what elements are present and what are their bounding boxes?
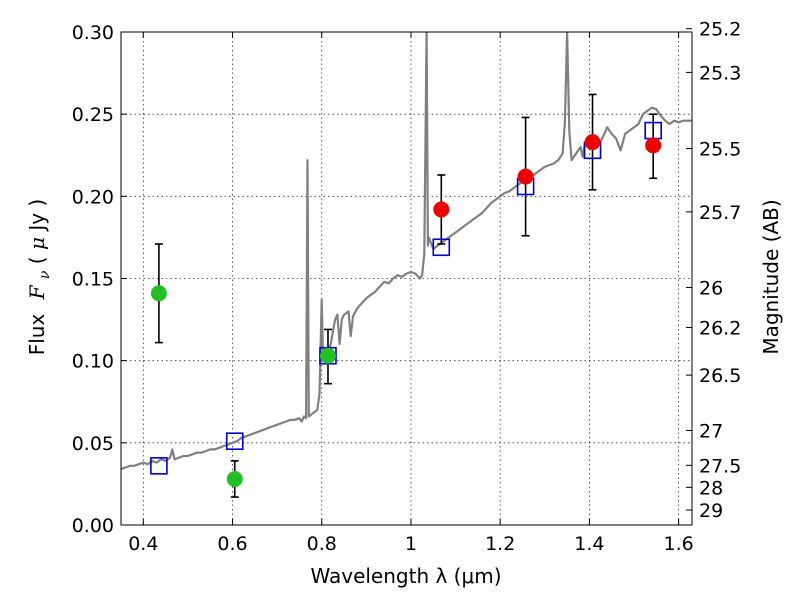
tick-marks (121, 28, 692, 526)
y-tick-label: 0.20 (72, 186, 114, 208)
x-tick-label: 1.2 (485, 533, 515, 555)
y-tick-label: 0.15 (72, 269, 114, 291)
y-axis-title-unit: Jy ) (25, 199, 49, 233)
observed-point-red (645, 137, 662, 154)
right-tick-label: 27 (699, 420, 723, 442)
x-tick-label: 0.8 (307, 533, 337, 555)
x-tick-label: 1.6 (664, 533, 694, 555)
model-photometry-box (150, 457, 168, 475)
observed-point-green (319, 347, 336, 364)
y-tick-label: 0.25 (72, 104, 114, 126)
y-axis-title-subscript: ν (37, 270, 53, 279)
y-axis-title-symbol: F (25, 284, 49, 300)
right-tick-label: 28 (699, 477, 723, 499)
y-axis-title: Flux F ν ( μ Jy ) (25, 199, 54, 356)
model-photometry-box (225, 432, 244, 450)
right-tick-label: 25.3 (699, 62, 741, 84)
right-tick-label: 25.7 (699, 202, 741, 224)
y-tick-label: 0.05 (72, 433, 114, 455)
right-axis-title: Magnitude (AB) (759, 199, 783, 354)
observed-point-red (584, 134, 601, 151)
observed-point-red (433, 201, 450, 218)
x-tick-label: 0.4 (128, 533, 158, 555)
right-tick-label: 29 (699, 500, 723, 522)
tick-labels: 0.4 0.6 0.8 1 1.2 1.4 1.6 0.00 0.05 0.10 0.15 0.20 0… (72, 19, 742, 555)
right-tick-label: 25.2 (699, 19, 741, 41)
model-photometry-box (432, 238, 451, 257)
observed-point-green (150, 285, 167, 302)
right-tick-label: 26.2 (699, 317, 741, 339)
plot-area (121, 32, 692, 498)
right-tick-label: 26 (699, 277, 723, 299)
observed-point-red (517, 168, 534, 185)
y-axis-title-prefix: Flux (25, 314, 49, 356)
x-tick-label: 0.6 (217, 533, 247, 555)
y-axis-title-unit-open: ( (25, 250, 49, 264)
right-tick-label: 27.5 (699, 455, 741, 477)
x-tick-label: 1 (405, 533, 417, 555)
x-tick-label: 1.4 (574, 533, 604, 555)
y-axis-title-unit-mu: μ (25, 237, 49, 250)
x-axis-title: Wavelength λ (μm) (310, 564, 501, 588)
y-tick-label: 0.00 (72, 515, 114, 537)
y-tick-label: 0.10 (72, 351, 114, 373)
right-tick-label: 25.5 (699, 139, 741, 161)
right-tick-label: 26.5 (699, 365, 741, 387)
y-tick-label: 0.30 (72, 22, 114, 44)
observed-point-green (226, 470, 243, 487)
sed-model-line (121, 32, 692, 471)
